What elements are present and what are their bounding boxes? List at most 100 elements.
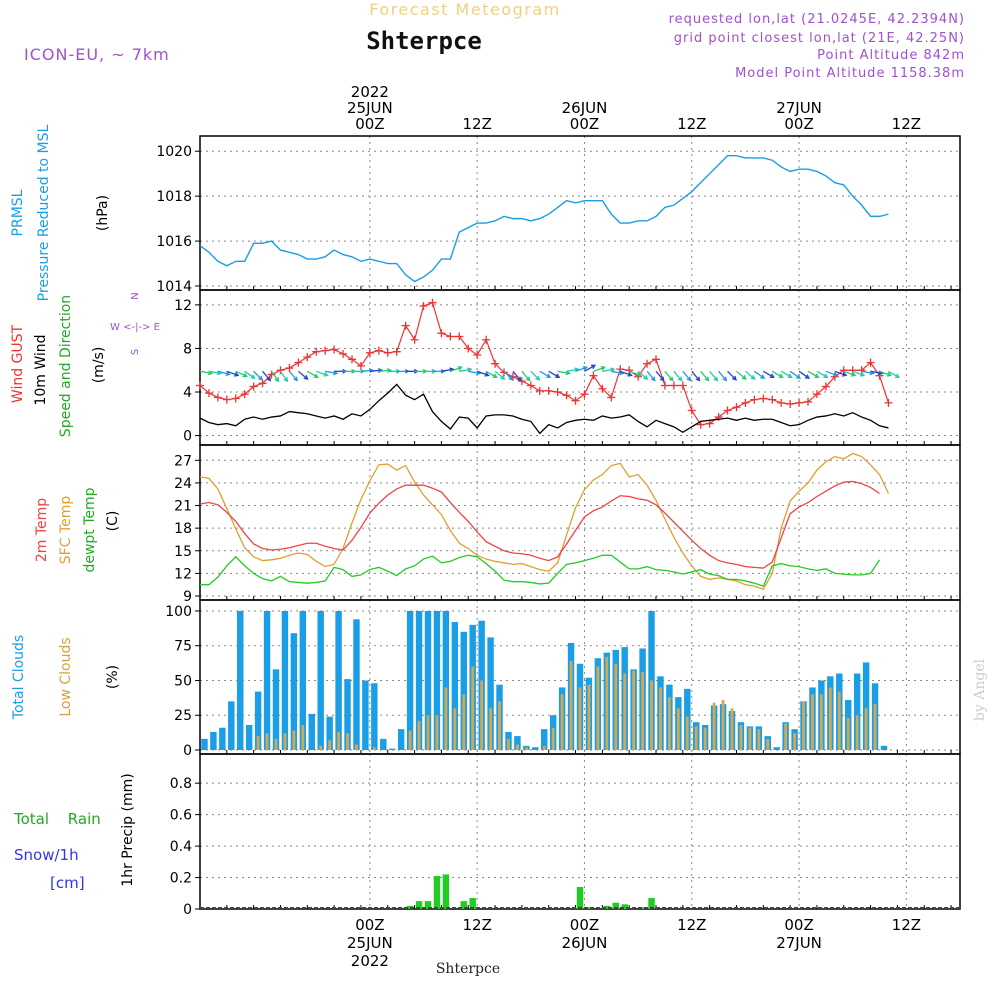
low-cloud-bar (256, 736, 260, 750)
total-cloud-bar (237, 610, 244, 750)
gust-marker (419, 301, 428, 310)
wind-arrow (584, 364, 596, 372)
wind-arrow (807, 370, 819, 378)
wind-arrow-head (500, 375, 506, 380)
wind-arrow (316, 370, 328, 377)
panels: 1014 1016 1018 1020 0 4 8 12 9 12 15 18 21 24 27 0 25 50 7… (10, 83, 961, 970)
wind-arrow-head (769, 373, 775, 378)
gust-marker (428, 298, 437, 307)
low-cloud-bar (480, 680, 484, 750)
label-sfc-temp: SFC Temp (58, 496, 74, 565)
total-cloud-bar (245, 724, 253, 750)
wind-arrow-head (535, 375, 541, 381)
wind-arrow (217, 370, 230, 376)
wind-arrow-head (731, 375, 737, 381)
low-cloud-bar (426, 715, 430, 750)
gust-marker (544, 386, 553, 395)
gust-marker (240, 390, 249, 399)
pressure-series (199, 155, 889, 283)
low-cloud-bar (667, 697, 671, 750)
wind-arrow (226, 370, 239, 377)
y-tick-label: 0 (183, 902, 192, 918)
gust-marker (732, 403, 741, 412)
total-cloud-bar (514, 736, 521, 750)
wind-arrow-head (704, 376, 710, 382)
panel-pressure: 1014 1016 1018 1020 (156, 135, 961, 295)
total-cloud-bar (353, 619, 360, 750)
gust-marker (321, 346, 330, 355)
low-cloud-bar (685, 716, 689, 750)
time-label-bottom: 25JUN (347, 934, 393, 952)
y-tick-label: 0 (183, 743, 192, 759)
wind-arrow-head (242, 372, 248, 378)
y-tick-label: 50 (174, 673, 192, 689)
low-cloud-bar (819, 694, 823, 750)
low-cloud-bar (873, 704, 877, 750)
low-cloud-bar (694, 726, 698, 750)
low-cloud-bar (355, 744, 358, 750)
gust-marker (562, 391, 571, 400)
label-low-clouds: Low Clouds (58, 637, 74, 716)
wind-arrow (476, 370, 489, 377)
wind-arrow-head (582, 365, 589, 371)
label-prmsl: PRMSL (10, 189, 26, 236)
temperature-series (199, 452, 890, 591)
gust-marker (643, 359, 652, 368)
gust-marker (410, 335, 419, 344)
gust-marker (795, 398, 804, 407)
total-cloud-bar (389, 748, 396, 750)
temperature-labels: 2m Temp SFC Temp dewpt Temp (C) (34, 487, 121, 572)
wind-arrow (682, 370, 692, 381)
low-cloud-bar (802, 701, 805, 750)
total-cloud-bar (210, 731, 217, 750)
gust-marker (678, 381, 687, 390)
label-snow: Snow/1h (14, 846, 79, 864)
wind-arrow (691, 370, 700, 381)
wind-arrow (566, 368, 579, 372)
y-tick-label: 9 (183, 589, 192, 605)
wind-arrow (861, 370, 874, 375)
low-cloud-bar (641, 672, 645, 750)
time-label-bottom: 12Z (892, 916, 921, 934)
wind-arrow (575, 366, 588, 372)
footer-location: Shterpce (436, 961, 500, 977)
cloud-series (201, 610, 888, 750)
y-tick-label: 12 (174, 298, 192, 314)
wind-arrow (700, 370, 709, 381)
low-cloud-bar (659, 687, 662, 750)
compass-west-east: W <-|-> E (110, 322, 160, 333)
wind-arrow (378, 369, 391, 372)
total-cloud-bar (281, 610, 289, 750)
label-2m-temp: 2m Temp (34, 498, 50, 562)
wind-arrow (199, 370, 212, 375)
panel-frame (199, 289, 961, 446)
wind-arrow-head (886, 371, 893, 377)
gust-marker (285, 364, 294, 373)
total-cloud-bar (487, 637, 494, 750)
label-ms-unit: (m/s) (91, 347, 107, 384)
rain-bar (603, 905, 611, 909)
total-cloud-bar (317, 610, 324, 750)
gust-marker (258, 379, 267, 388)
total-cloud-bar (371, 683, 378, 750)
low-cloud-bar (587, 684, 591, 750)
total-cloud-bar (201, 738, 208, 750)
wind-arrow-head (293, 376, 298, 382)
wind-arrow (780, 370, 792, 378)
model-name: ICON-EU, ~ 7km (24, 45, 170, 64)
low-cloud-bar (864, 708, 868, 750)
label-pressure-msl: Pressure Reduced to MSL (36, 124, 52, 301)
panel-precip: 0 0.2 0.4 0.6 0.8 (170, 753, 961, 918)
low-cloud-bar (623, 673, 627, 750)
dewpoint-line (200, 554, 881, 588)
wind-arrow (736, 370, 747, 380)
time-label-top: 12Z (677, 115, 706, 133)
total-cloud-bar (326, 716, 333, 750)
gust-marker (356, 361, 365, 370)
low-cloud-bar (721, 699, 725, 750)
model-altitude: Model Point Altitude 1158.38m (735, 66, 965, 81)
low-cloud-bar (748, 727, 752, 750)
label-hpa-unit: (hPa) (95, 195, 111, 231)
low-cloud-bar (471, 666, 475, 750)
low-cloud-bar (703, 727, 707, 750)
